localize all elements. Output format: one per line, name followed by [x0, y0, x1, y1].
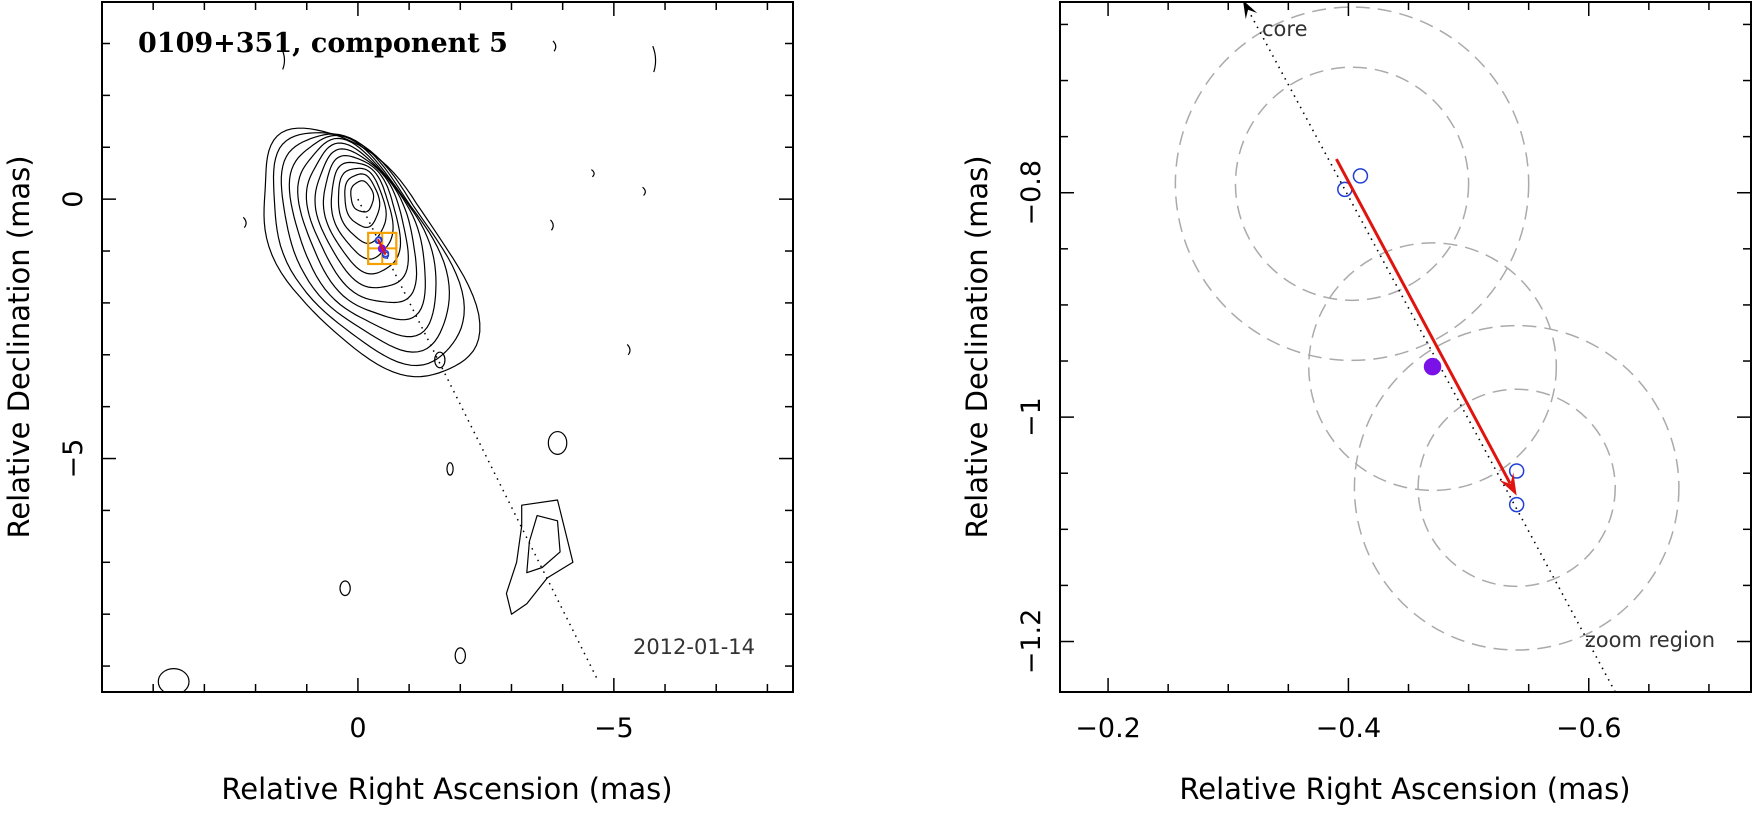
noise-contour: [446, 462, 454, 476]
contour-level: [288, 134, 437, 338]
component-position-point: [381, 251, 390, 259]
noise-contour: [339, 580, 351, 597]
noise-contour: [157, 668, 190, 692]
contour-level: [314, 148, 409, 289]
uncertainty-circle: [1174, 6, 1530, 362]
epoch-date-label: 2012-01-14: [633, 635, 755, 659]
uncertainty-circle: [1308, 242, 1558, 492]
jet-direction-line: [1248, 12, 1616, 692]
right-x-tick-label: −0.6: [1556, 713, 1622, 744]
left-y-tick-label: 0: [58, 191, 89, 208]
left-plot-frame: [101, 1, 794, 693]
right-y-axis-label: Relative Declination (mas): [960, 155, 994, 538]
left-x-tick-label: −5: [594, 713, 634, 744]
contour-map: [157, 40, 657, 692]
noise-contour: [454, 647, 467, 665]
zoom-region-label: zoom region: [1585, 628, 1715, 652]
uncertainty-circle: [1234, 66, 1470, 302]
component-position-point: [1508, 463, 1525, 479]
right-ticks: −0.2 −0.4 −0.6 −0.8 −1 −1.2: [1016, 2, 1751, 744]
uncertainty-circle: [1417, 388, 1616, 588]
left-panel: 0 −50−5 0109+351, component 5 2012-01-14 …: [2, 1, 794, 806]
contour-level: [280, 133, 451, 353]
left-y-tick-label: −5: [58, 439, 89, 479]
contour-level: [505, 499, 574, 615]
uncertainty-circle: [1353, 324, 1680, 651]
mean-position-point: [1423, 357, 1442, 376]
noise-contour: [642, 186, 646, 196]
contour-level: [330, 161, 394, 260]
right-plot-frame: [1059, 1, 1752, 693]
left-y-axis-label: Relative Declination (mas): [2, 155, 36, 538]
core-direction-label: core: [1262, 17, 1308, 41]
jet-direction-line: [357, 198, 600, 682]
motion-vector: [376, 238, 387, 256]
motion-vector: [1335, 158, 1512, 485]
noise-contour: [547, 430, 568, 455]
left-x-axis-label: Relative Right Ascension (mas): [221, 772, 672, 806]
right-x-tick-label: −0.2: [1075, 713, 1141, 744]
contour-level: [350, 180, 375, 213]
left-plot-title: 0109+351, component 5: [138, 28, 508, 59]
right-y-tick-label: −1.2: [1016, 609, 1047, 675]
left-x-tick-label: 0: [349, 713, 366, 744]
contour-level: [337, 167, 387, 245]
contour-level: [297, 137, 426, 321]
right-panel: −0.2 −0.4 −0.6−0.8−1−1.2 core zoom region …: [960, 1, 1752, 806]
noise-contour: [242, 216, 247, 229]
core-direction-arrowhead: [1243, 2, 1258, 20]
component-position-point: [1508, 496, 1525, 513]
noise-contour: [281, 48, 286, 70]
noise-contour: [652, 45, 657, 73]
noise-contour: [549, 219, 554, 231]
right-plot-marks: [1174, 2, 1680, 692]
left-plot-marks: [357, 198, 600, 682]
left-ticks: 0 −5 0 −5: [58, 2, 793, 744]
right-y-tick-label: −1: [1016, 397, 1047, 437]
right-x-tick-label: −0.4: [1316, 713, 1382, 744]
noise-contour: [552, 40, 557, 52]
noise-contour: [626, 343, 631, 356]
contour-level: [272, 132, 465, 367]
motion-vector-arrowhead: [1499, 472, 1517, 496]
right-y-tick-label: −0.8: [1016, 160, 1047, 226]
contour-level: [305, 142, 418, 304]
noise-contour: [434, 351, 446, 369]
component-position-point: [1352, 168, 1369, 184]
contour-level: [322, 154, 402, 275]
contour-level: [263, 127, 481, 378]
contour-level: [344, 173, 381, 229]
right-x-axis-label: Relative Right Ascension (mas): [1179, 772, 1630, 806]
noise-contour: [591, 169, 595, 178]
contour-level: [526, 514, 561, 574]
